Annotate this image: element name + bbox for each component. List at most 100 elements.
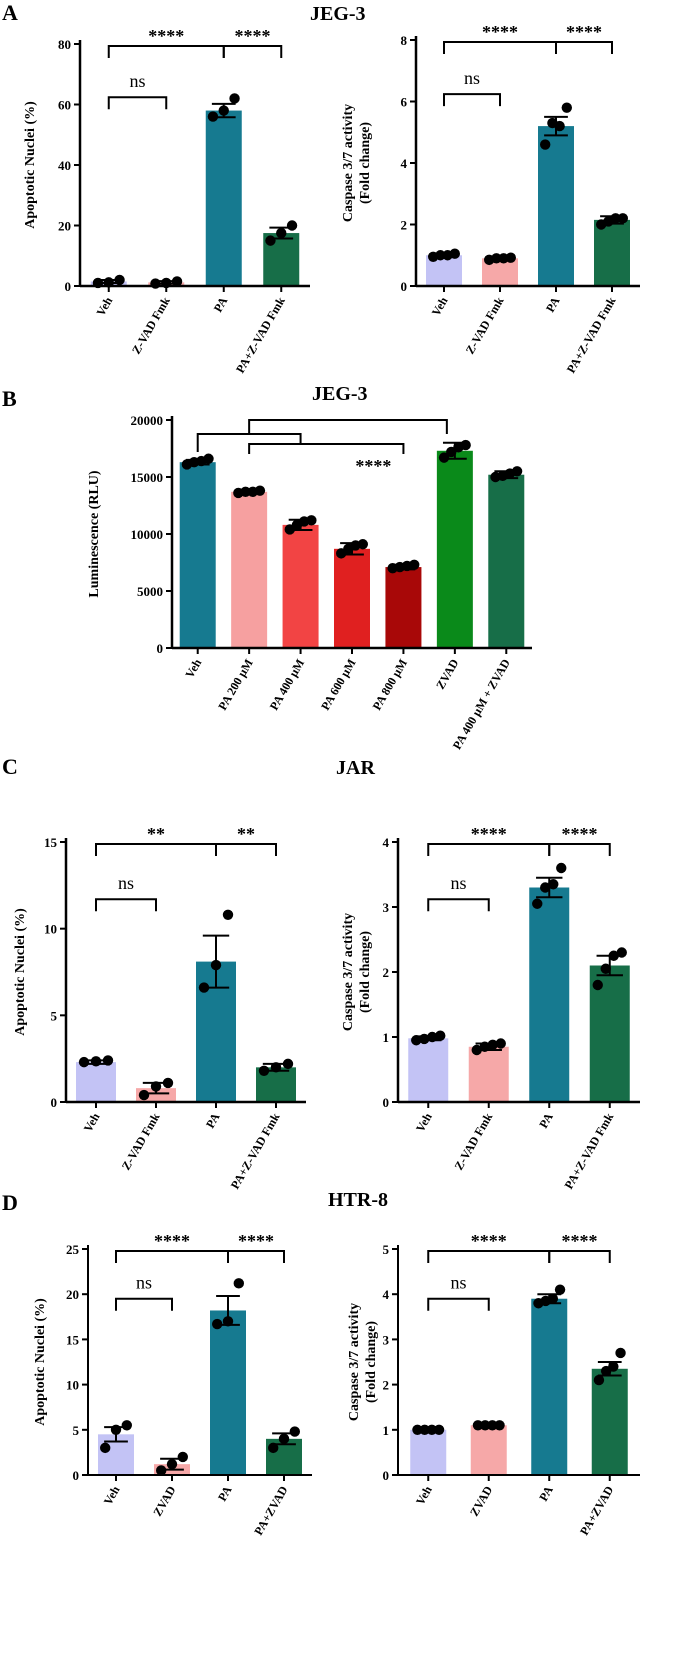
panel-label-c: C [2, 754, 18, 779]
data-point [592, 979, 603, 991]
data-point [78, 1056, 90, 1068]
data-point [121, 1420, 132, 1431]
data-point [615, 1347, 626, 1359]
chart-c-caspase: 0 1 2 3 4 Veh Z-VAD Fmk PA PA+Z-VAD Fmk Caspase 3… [341, 824, 640, 1191]
data-point [600, 963, 611, 974]
x-tick-label: PA+ZVAD [577, 1483, 616, 1537]
data-point [276, 227, 287, 239]
y-tick-label: 1 [383, 1030, 390, 1045]
chart-d-caspase: 0 1 2 3 4 5 Veh ZVAD PA PA+ZVAD Caspase 3/7 activi… [347, 1231, 640, 1538]
y-tick-label: 10000 [131, 527, 164, 542]
y-tick-label: 10 [66, 1378, 79, 1393]
data-point [207, 111, 219, 122]
significance-bracket [427, 1297, 490, 1311]
y-axis-label: Luminescence (RLU) [87, 470, 102, 597]
data-point [90, 1056, 102, 1067]
y-tick-label: 3 [383, 1332, 390, 1347]
y-axis-label: (Fold change) [364, 1321, 379, 1403]
panel-title-c: JAR [336, 757, 375, 779]
x-tick-label: Z-VAD Fmk [463, 294, 507, 356]
y-tick-label: 0 [383, 1468, 390, 1483]
y-tick-label: 20000 [131, 413, 164, 428]
y-axis-label: Caspase 3/7 activity [341, 104, 356, 222]
data-point [479, 1041, 490, 1052]
bar-c-right-2 [529, 887, 570, 1102]
data-point [616, 947, 627, 958]
data-point [222, 909, 234, 920]
data-point [409, 559, 420, 570]
significance-bracket [227, 1250, 285, 1263]
panel-title-d: HTR-8 [328, 1189, 388, 1211]
panel-title-a: JEG-3 [310, 3, 366, 25]
data-point [487, 1039, 498, 1051]
bar-d-right-3 [591, 1368, 628, 1475]
data-point [258, 1065, 270, 1077]
chart-a-caspase: 0 2 4 6 8 Veh Z-VAD Fmk PA PA+Z-VAD Fmk Caspase 3… [341, 22, 640, 375]
data-point [438, 452, 450, 463]
data-point [289, 1426, 300, 1437]
y-axis-label: Caspase 3/7 activity [347, 1303, 362, 1421]
data-point [254, 485, 266, 496]
x-tick-label: PA 600 µM [318, 657, 358, 713]
significance-label: ** [147, 824, 165, 844]
significance-bracket [107, 96, 168, 110]
bar-a-left-2 [205, 110, 242, 286]
data-point [412, 1424, 423, 1436]
data-point [554, 1284, 566, 1295]
data-point [511, 466, 523, 477]
significance-label: **** [482, 22, 518, 42]
data-point [233, 1278, 244, 1289]
y-tick-label: 0 [65, 279, 72, 294]
significance-label: **** [471, 824, 507, 844]
data-point [212, 1318, 223, 1330]
data-point [268, 1442, 279, 1454]
significance-bracket [548, 843, 611, 856]
x-tick-label: ZVAD [433, 656, 462, 691]
data-point [479, 1420, 491, 1431]
ns-label: ns [136, 1273, 152, 1293]
data-point [177, 1451, 188, 1463]
y-tick-label: 15 [66, 1332, 80, 1347]
data-point [210, 959, 222, 971]
data-point [561, 102, 572, 113]
significance-label: **** [154, 1231, 190, 1251]
y-tick-label: 0 [383, 1095, 390, 1110]
significance-label: **** [562, 824, 598, 844]
x-tick-label: Veh [182, 656, 204, 680]
data-point [138, 1089, 150, 1101]
y-tick-label: 1 [383, 1423, 390, 1438]
y-tick-label: 0 [73, 1468, 80, 1483]
y-tick-label: 5000 [137, 584, 163, 599]
significance-bracket [248, 419, 448, 434]
data-point [282, 1058, 294, 1070]
bar-b-2 [282, 524, 319, 648]
y-tick-label: 0 [157, 641, 164, 656]
data-point [240, 486, 251, 498]
significance-label: **** [238, 1231, 274, 1251]
data-point [229, 93, 240, 104]
y-tick-label: 3 [383, 900, 390, 915]
bar-b-5 [436, 450, 473, 648]
significance-label: **** [566, 22, 602, 42]
significance-bracket [248, 443, 405, 454]
y-tick-label: 15000 [131, 470, 164, 485]
significance-bracket [107, 45, 225, 58]
ns-label: ns [450, 1273, 466, 1293]
ns-label: ns [450, 873, 466, 893]
x-tick-label: Veh [93, 294, 115, 318]
panel-label-d: D [2, 1190, 18, 1215]
significance-bracket [95, 898, 157, 912]
data-point [150, 1081, 162, 1092]
data-point [610, 213, 621, 224]
x-tick-label: PA 800 µM [370, 657, 410, 713]
significance-label: **** [148, 26, 184, 46]
y-axis-label: Apoptotic Nuclei (%) [13, 908, 28, 1036]
significance-label: **** [355, 456, 391, 476]
significance-bracket [222, 45, 283, 58]
x-tick-label: Z-VAD Fmk [451, 1110, 495, 1172]
significance-label: **** [471, 1231, 507, 1251]
y-tick-label: 20 [66, 1287, 79, 1302]
bar-b-6 [488, 474, 525, 648]
data-point [162, 1077, 174, 1089]
significance-label: **** [235, 26, 271, 46]
